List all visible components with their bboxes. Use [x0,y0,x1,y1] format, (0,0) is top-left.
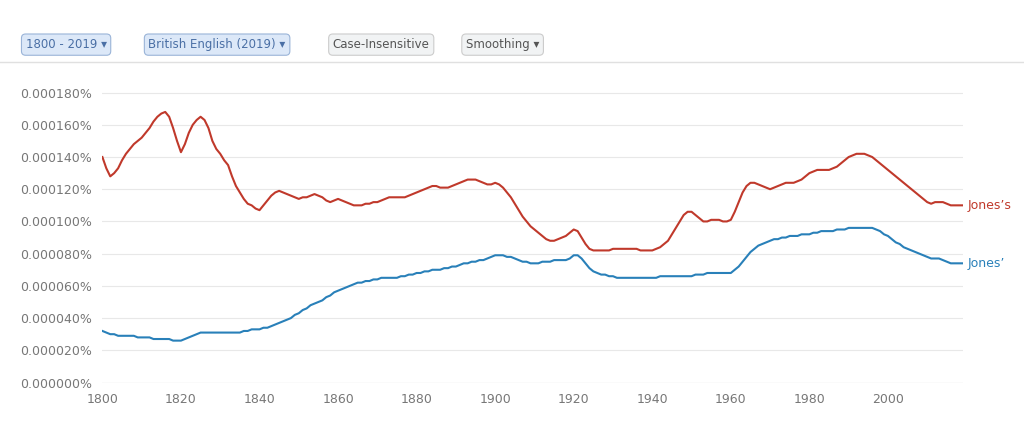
Text: Smoothing ▾: Smoothing ▾ [466,38,540,51]
Text: Jones’: Jones’ [968,257,1005,270]
Text: Jones’s: Jones’s [968,199,1012,212]
Text: 1800 - 2019 ▾: 1800 - 2019 ▾ [26,38,106,51]
Text: British English (2019) ▾: British English (2019) ▾ [148,38,286,51]
Text: Case-Insensitive: Case-Insensitive [333,38,430,51]
